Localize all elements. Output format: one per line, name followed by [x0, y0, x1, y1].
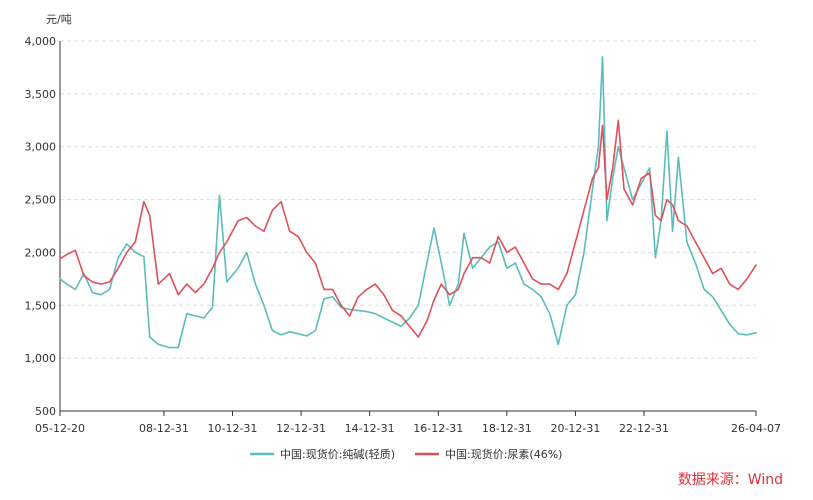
- x-tick-label: 26-04-07: [731, 422, 781, 435]
- x-tick-label: 16-12-31: [413, 422, 463, 435]
- x-tick-label: 14-12-31: [345, 422, 395, 435]
- x-tick-label: 05-12-20: [35, 422, 85, 435]
- x-tick-label: 18-12-31: [482, 422, 532, 435]
- legend-label: 中国:现货价:纯碱(轻质): [280, 447, 395, 461]
- y-axis-unit-label: 元/吨: [46, 13, 72, 26]
- x-tick-label: 20-12-31: [550, 422, 600, 435]
- legend-item-2[interactable]: 中国:现货价:尿素(46%): [415, 447, 562, 461]
- y-tick-label: 2,000: [25, 246, 57, 259]
- y-tick-label: 3,000: [25, 141, 57, 154]
- y-tick-label: 4,000: [25, 35, 57, 48]
- y-tick-label: 1,000: [25, 352, 57, 365]
- y-tick-label: 2,500: [25, 194, 57, 207]
- grid-lines: [60, 40, 756, 359]
- x-tick-label: 08-12-31: [139, 422, 189, 435]
- x-tick-label: 10-12-31: [208, 422, 258, 435]
- legend: 中国:现货价:纯碱(轻质) 中国:现货价:尿素(46%): [250, 447, 562, 461]
- series-line-2: [59, 119, 757, 338]
- series-lines: [59, 56, 757, 349]
- x-tick-label: 12-12-31: [276, 422, 326, 435]
- data-source-label: 数据来源：Wind: [678, 472, 783, 488]
- y-tick-label: 1,500: [25, 299, 57, 312]
- y-tick-label: 3,500: [25, 88, 57, 101]
- y-tick-label: 500: [35, 405, 56, 418]
- x-tick-label: 22-12-31: [619, 422, 669, 435]
- legend-item-1[interactable]: 中国:现货价:纯碱(轻质): [250, 447, 395, 461]
- series-line-1: [59, 56, 757, 349]
- legend-label: 中国:现货价:尿素(46%): [445, 447, 562, 461]
- axes: 500 1,000 1,500 2,000 2,500 3,000 3,500 4,000 05…: [25, 35, 781, 435]
